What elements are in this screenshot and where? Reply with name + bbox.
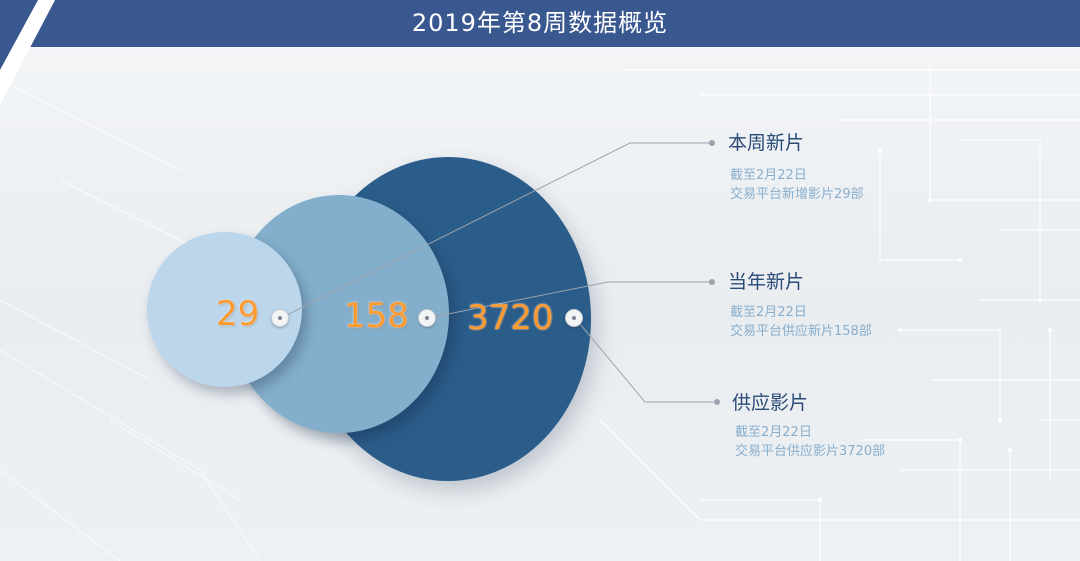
connector-dot-icon [565,309,583,327]
connector-dot-icon [271,309,289,327]
supply-films-value: 3720 [467,298,554,338]
supply-films-heading: 供应影片 [732,392,809,414]
year-new-films-value: 158 [344,296,409,336]
callout-line-supply [574,317,717,403]
callout-end-year [709,279,715,285]
week-new-films-desc: 交易平台新增影片29部 [730,187,864,202]
week-new-films-heading: 本周新片 [728,132,805,154]
week-new-films-value: 29 [216,294,260,334]
callout-end-supply [714,399,720,405]
header-accent-stripe [0,0,55,105]
page-title: 2019年第8周数据概览 [411,9,669,37]
connector-dot-icon [418,309,436,327]
callout-end-week [709,140,715,146]
year-new-films-date: 截至2月22日 [730,305,807,320]
supply-films-desc: 交易平台供应影片3720部 [735,444,886,459]
supply-films-date: 截至2月22日 [735,425,812,440]
title-bar [0,0,1080,47]
year-new-films-desc: 交易平台供应新片158部 [730,324,872,339]
callout-line-year [427,281,712,319]
callout-line-week [280,142,712,319]
week-new-films-date: 截至2月22日 [730,168,807,183]
year-new-films-heading: 当年新片 [728,271,805,293]
